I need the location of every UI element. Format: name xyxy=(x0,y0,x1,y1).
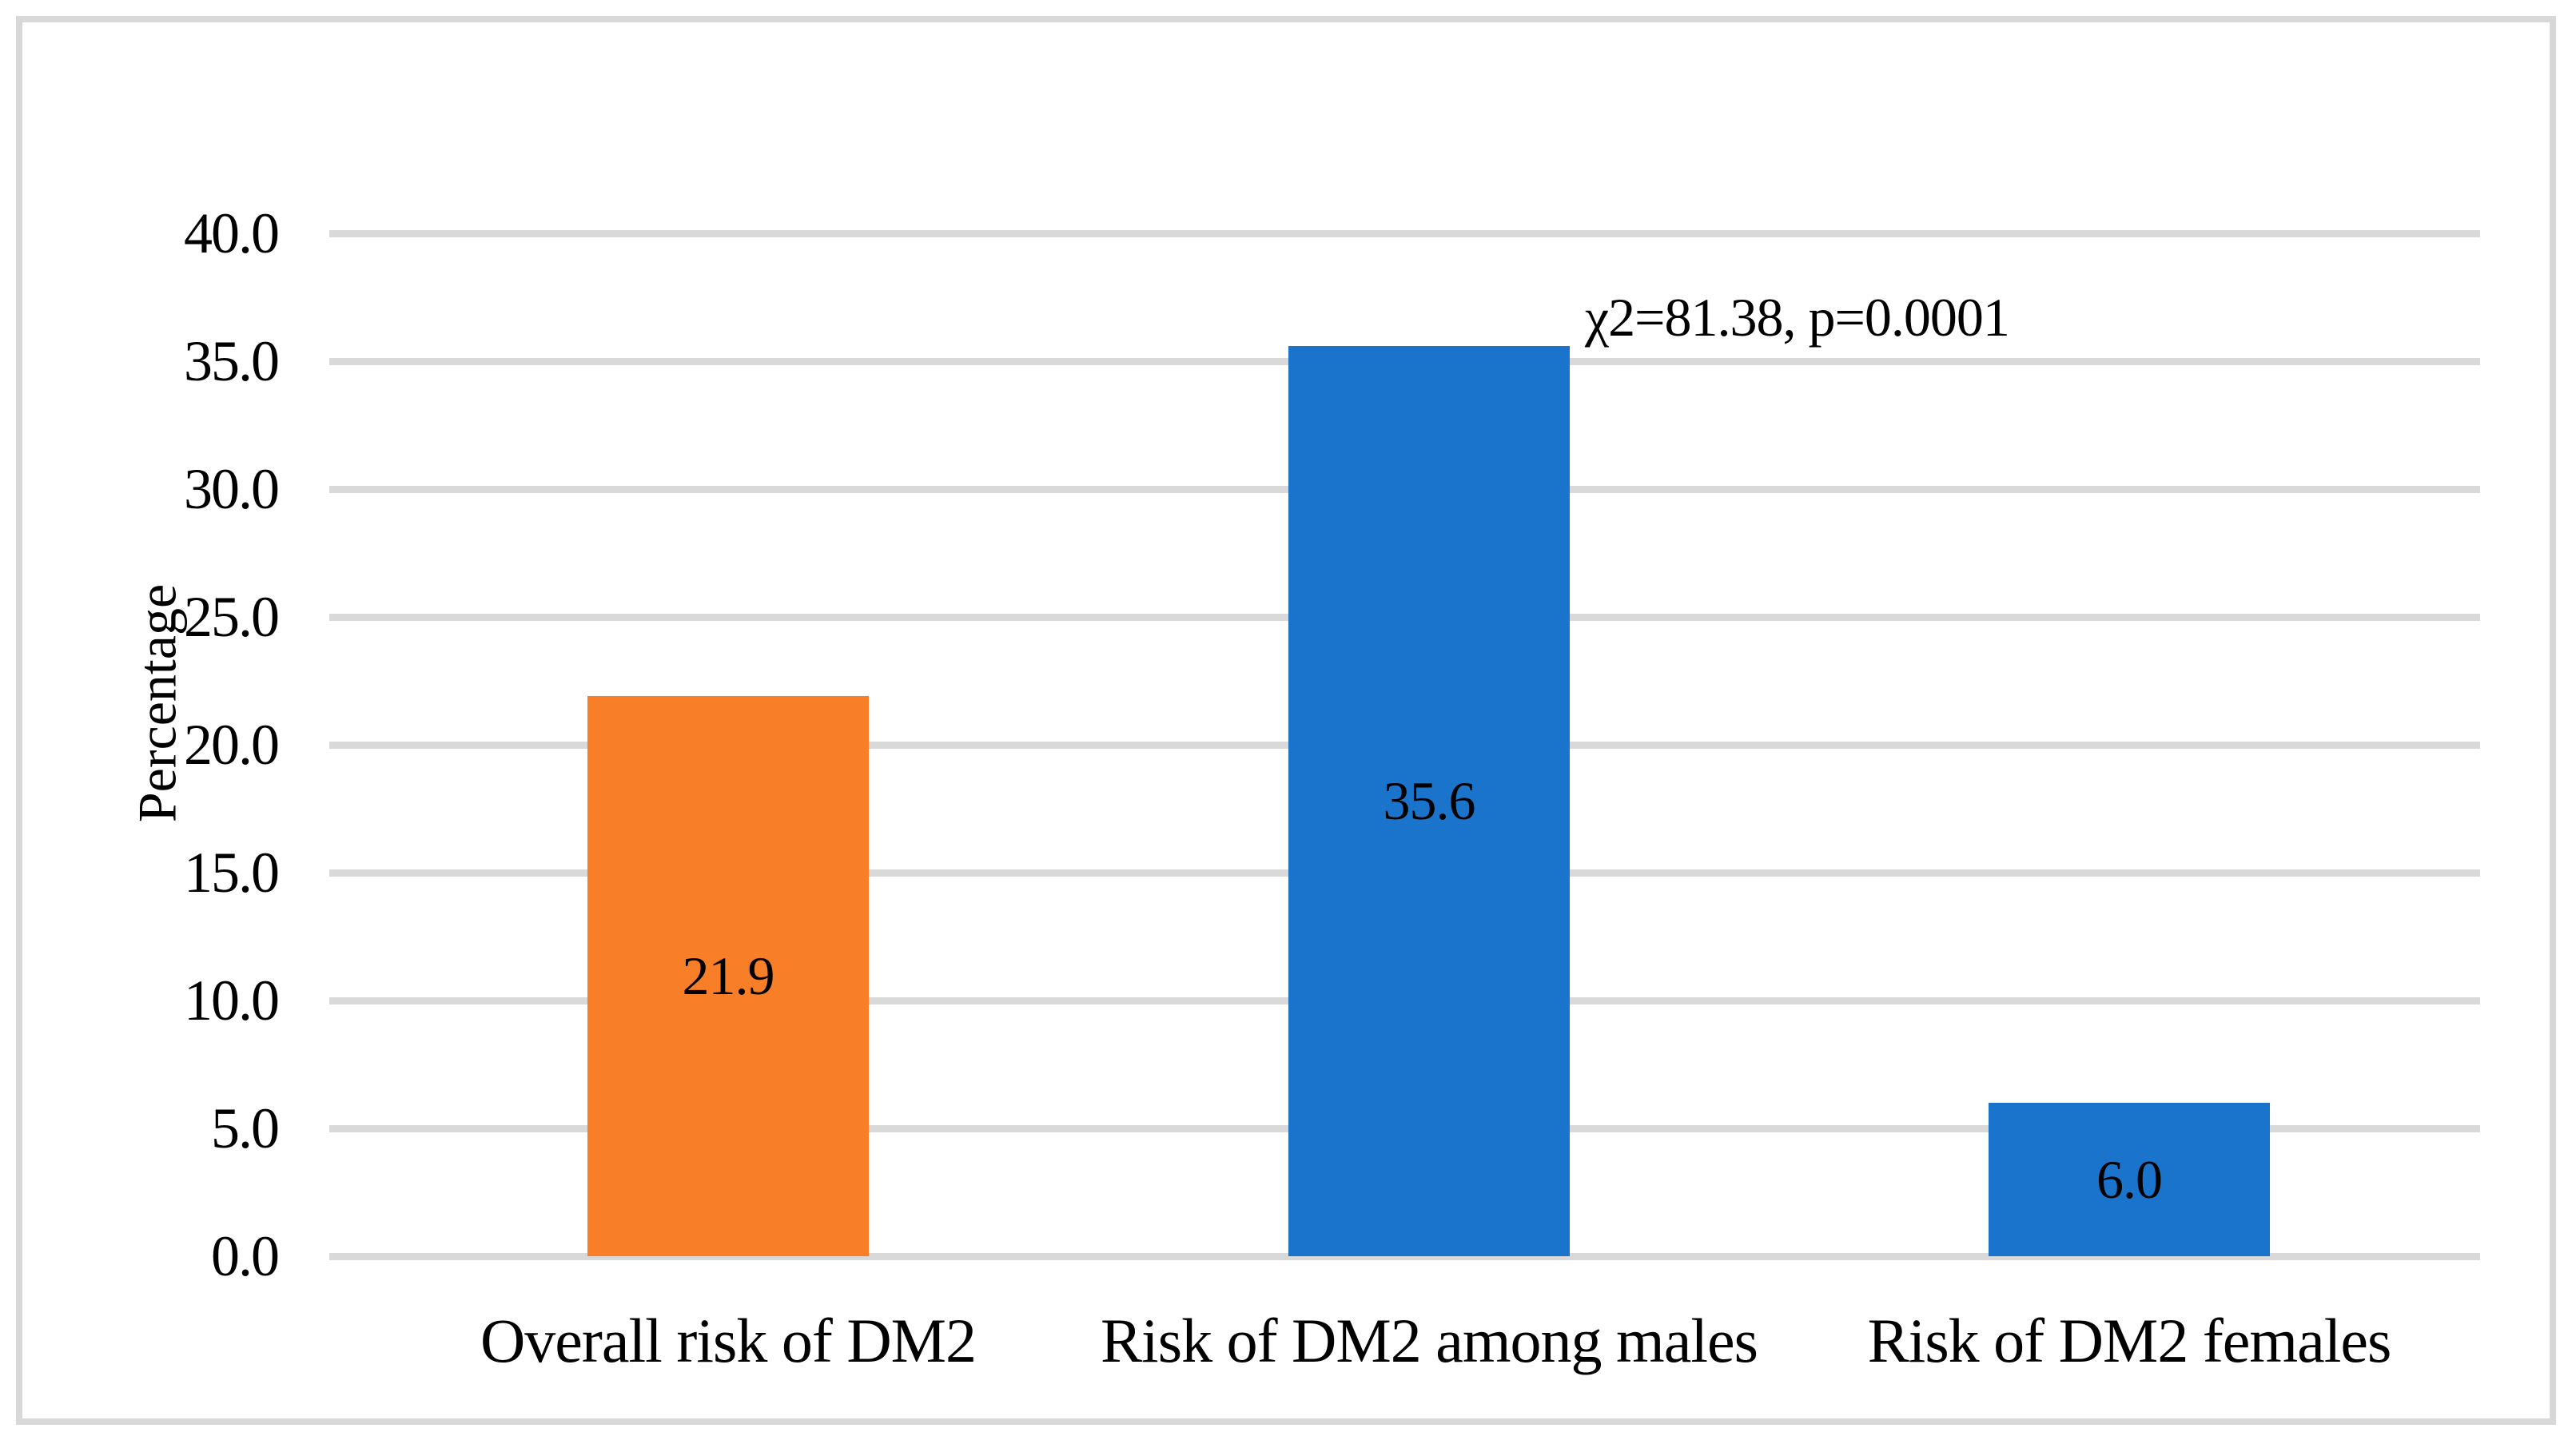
y-tick-label: 0.0 xyxy=(211,1224,280,1288)
y-tick-label: 5.0 xyxy=(211,1096,280,1160)
chi-square-annotation: χ2=81.38, p=0.0001 xyxy=(1585,287,2010,348)
x-category-label: Risk of DM2 females xyxy=(1867,1306,2392,1375)
y-tick-label: 35.0 xyxy=(184,329,280,393)
y-axis-title: Percentage xyxy=(126,583,188,823)
bar: 21.9 xyxy=(587,696,869,1256)
bar: 35.6 xyxy=(1288,345,1570,1256)
bar: 6.0 xyxy=(1989,1103,2270,1256)
x-category-label: Risk of DM2 among males xyxy=(1101,1306,1758,1375)
bar-value-label: 35.6 xyxy=(1383,770,1476,831)
y-tick-label: 20.0 xyxy=(184,713,280,777)
y-tick-label: 30.0 xyxy=(184,457,280,521)
y-tick-label: 10.0 xyxy=(184,969,280,1032)
bar-value-label: 21.9 xyxy=(682,945,775,1007)
y-tick-label: 25.0 xyxy=(184,585,280,649)
x-category-label: Overall risk of DM2 xyxy=(480,1306,977,1375)
y-tick-label: 15.0 xyxy=(184,841,280,905)
y-tick-label: 40.0 xyxy=(184,201,280,265)
bar-value-label: 6.0 xyxy=(2096,1148,2163,1210)
gridline xyxy=(329,230,2480,237)
gridline xyxy=(329,1253,2480,1260)
